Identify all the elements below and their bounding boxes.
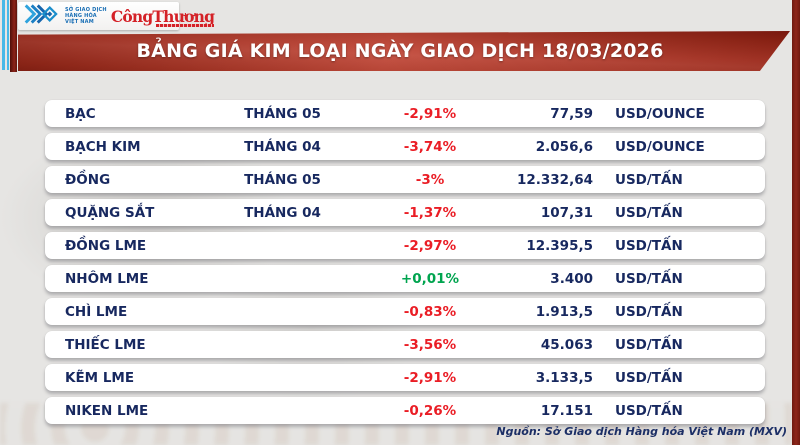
contract-month: THÁNG 05 [244, 105, 321, 122]
price-table: BẠC THÁNG 05 -2,91% 77,59 USD/OUNCE BẠCH… [45, 100, 765, 430]
left-maroon-bar [10, 0, 17, 72]
change-percent: -2,97% [403, 237, 457, 254]
price-unit: USD/TẤN [615, 237, 683, 254]
table-row: NIKEN LME -0,26% 17.151 USD/TẤN [45, 397, 765, 424]
price-unit: USD/TẤN [615, 270, 683, 287]
mxv-logo-icon [23, 2, 61, 30]
table-row: NHÔM LME +0,01% 3.400 USD/TẤN [45, 265, 765, 292]
contract-month: THÁNG 04 [244, 138, 321, 155]
price-unit: USD/OUNCE [615, 105, 705, 122]
table-row: QUẶNG SẮT THÁNG 04 -1,37% 107,31 USD/TẤN [45, 199, 765, 226]
metal-name: ĐỒNG [65, 171, 111, 188]
left-cyan-stripe-2 [7, 0, 9, 70]
logo-plate: SỞ GIAO DỊCH HÀNG HÓA VIỆT NAM CôngThươn… [18, 2, 215, 30]
metal-name: BẠCH KIM [65, 138, 141, 155]
metal-name: ĐỒNG LME [65, 237, 147, 254]
change-percent: -3,74% [403, 138, 457, 155]
right-maroon-bar [792, 0, 800, 445]
price-value: 2.056,6 [535, 138, 593, 155]
price-unit: USD/TẤN [615, 303, 683, 320]
metal-name: QUẶNG SẮT [65, 204, 155, 221]
price-unit: USD/TẤN [615, 171, 683, 188]
change-percent: -3,56% [403, 336, 457, 353]
change-percent: -1,37% [403, 204, 457, 221]
price-value: 3.400 [550, 270, 593, 287]
metal-name: THIẾC LME [65, 336, 146, 353]
table-row: BẠC THÁNG 05 -2,91% 77,59 USD/OUNCE [45, 100, 765, 127]
source-credit: Nguồn: Sở Giao dịch Hàng hóa Việt Nam (M… [496, 425, 787, 438]
change-percent: -2,91% [403, 105, 457, 122]
price-unit: USD/TẤN [615, 336, 683, 353]
title-banner: BẢNG GIÁ KIM LOẠI NGÀY GIAO DỊCH 18/03/2… [18, 31, 790, 71]
metal-name: CHÌ LME [65, 303, 128, 320]
price-unit: USD/TẤN [615, 402, 683, 419]
change-percent: -0,26% [403, 402, 457, 419]
change-percent: -0,83% [403, 303, 457, 320]
price-value: 45.063 [540, 336, 593, 353]
metal-name: NIKEN LME [65, 402, 149, 419]
left-cyan-stripe [2, 0, 5, 70]
price-value: 3.133,5 [535, 369, 593, 386]
price-unit: USD/TẤN [615, 369, 683, 386]
congthuong-logo: CôngThương [110, 7, 215, 27]
change-percent: -2,91% [403, 369, 457, 386]
price-value: 12.332,64 [516, 171, 593, 188]
price-value: 12.395,5 [526, 237, 593, 254]
table-row: ĐỒNG THÁNG 05 -3% 12.332,64 USD/TẤN [45, 166, 765, 193]
table-row: THIẾC LME -3,56% 45.063 USD/TẤN [45, 331, 765, 358]
congthuong-underline [156, 24, 215, 27]
price-value: 1.913,5 [535, 303, 593, 320]
table-row: KẼM LME -2,91% 3.133,5 USD/TẤN [45, 364, 765, 391]
table-row: ĐỒNG LME -2,97% 12.395,5 USD/TẤN [45, 232, 765, 259]
table-row: BẠCH KIM THÁNG 04 -3,74% 2.056,6 USD/OUN… [45, 133, 765, 160]
change-percent: -3% [415, 171, 445, 188]
metal-name: NHÔM LME [65, 270, 149, 287]
contract-month: THÁNG 05 [244, 171, 321, 188]
contract-month: THÁNG 04 [244, 204, 321, 221]
mxv-logo-text: SỞ GIAO DỊCH HÀNG HÓA VIỆT NAM [65, 7, 107, 25]
price-unit: USD/OUNCE [615, 138, 705, 155]
page-title: BẢNG GIÁ KIM LOẠI NGÀY GIAO DỊCH 18/03/2… [136, 40, 664, 62]
change-percent: +0,01% [400, 270, 460, 287]
price-value: 17.151 [540, 402, 593, 419]
price-value: 77,59 [550, 105, 593, 122]
table-row: CHÌ LME -0,83% 1.913,5 USD/TẤN [45, 298, 765, 325]
price-unit: USD/TẤN [615, 204, 683, 221]
metal-name: BẠC [65, 105, 96, 122]
metal-name: KẼM LME [65, 369, 135, 386]
price-value: 107,31 [540, 204, 593, 221]
